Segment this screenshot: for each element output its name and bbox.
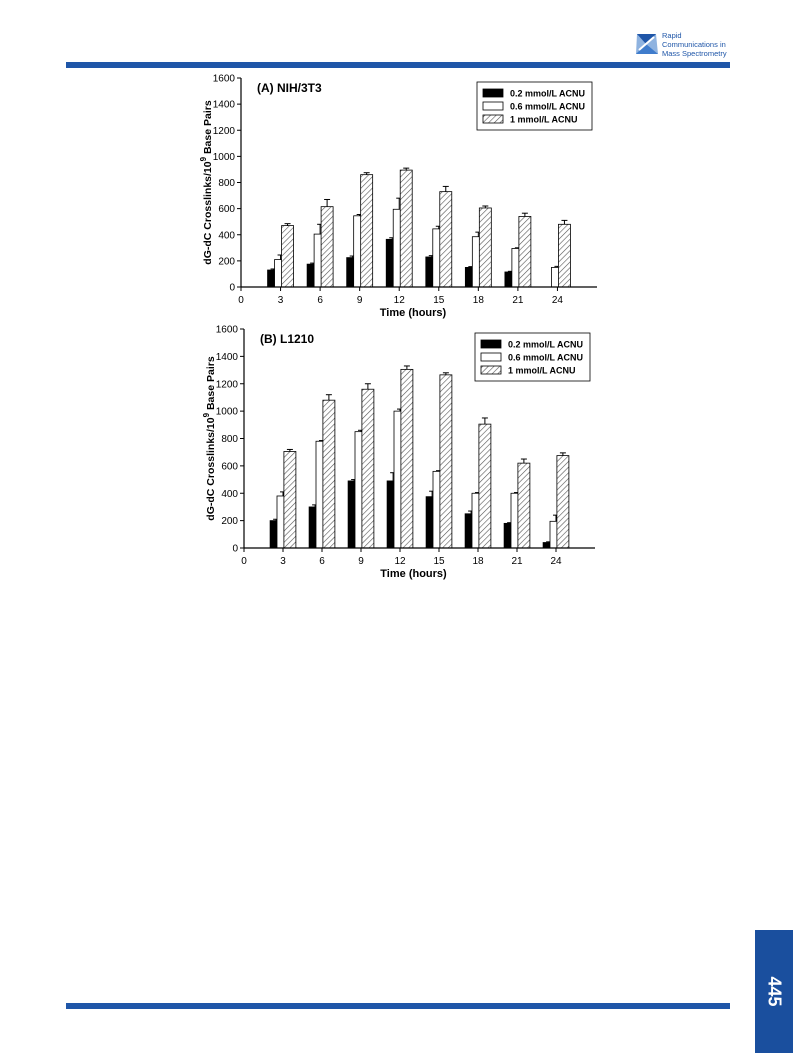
y-tick-label: 600 <box>221 461 238 472</box>
legend-swatch <box>482 114 504 124</box>
x-tick-label: 24 <box>550 556 562 567</box>
bar <box>322 399 336 549</box>
y-axis-label-superscript: 9 <box>199 156 208 161</box>
y-tick-label: 0 <box>232 544 238 555</box>
x-tick-label: 3 <box>278 295 284 306</box>
journal-name-line: Communications in <box>662 40 726 49</box>
y-tick-label: 1400 <box>216 352 239 363</box>
y-tick-label: 0 <box>229 283 235 294</box>
x-tick-label: 21 <box>511 556 523 567</box>
x-tick-label: 9 <box>358 556 364 567</box>
chart-title: (A) NIH/3T3 <box>257 81 322 95</box>
y-tick-label: 600 <box>218 204 235 215</box>
bar <box>439 374 453 549</box>
journal-logo-icon <box>636 34 658 54</box>
legend-label: 1 mmol/L ACNU <box>508 366 576 376</box>
bar <box>281 225 294 288</box>
legend-label: 0.2 mmol/L ACNU <box>510 89 585 99</box>
page-number-tab: 445 <box>755 930 793 1053</box>
y-tick-label: 400 <box>221 489 238 500</box>
bar <box>360 174 374 288</box>
legend: 0.2 mmol/L ACNU 0.6 mmol/L ACNU 1 mmol/L A… <box>474 332 591 382</box>
x-tick-label: 15 <box>433 295 445 306</box>
bar <box>517 462 531 549</box>
x-tick-label: 12 <box>394 556 406 567</box>
x-tick-label: 6 <box>317 295 323 306</box>
bar <box>478 423 492 549</box>
y-tick-label: 1200 <box>216 379 239 390</box>
bar <box>283 451 297 549</box>
y-tick-label: 1000 <box>213 152 236 163</box>
x-tick-label: 3 <box>280 556 286 567</box>
legend-label: 0.2 mmol/L ACNU <box>508 340 583 350</box>
x-tick-label: 18 <box>473 295 485 306</box>
x-tick-label: 9 <box>357 295 363 306</box>
bar <box>361 388 375 549</box>
legend-swatch <box>480 352 502 362</box>
y-tick-label: 400 <box>218 230 235 241</box>
legend-label: 0.6 mmol/L ACNU <box>508 353 583 363</box>
bar <box>439 191 453 288</box>
bar <box>518 216 532 288</box>
y-tick-label: 200 <box>221 516 238 527</box>
bar <box>478 207 492 288</box>
y-axis-label-superscript: 9 <box>202 412 211 417</box>
y-axis-label-rest: Base Pairs <box>205 356 217 413</box>
y-tick-label: 1600 <box>213 74 236 85</box>
legend-swatch <box>482 101 504 111</box>
journal-logo: Rapid Communications in Mass Spectrometr… <box>634 30 754 62</box>
y-tick-label: 1400 <box>213 100 236 111</box>
bar <box>399 169 413 288</box>
x-axis-label: Time (hours) <box>380 568 447 580</box>
y-tick-label: 1600 <box>216 325 239 336</box>
chart-panel: 0 200 400 600 800 1000 1200 1400 1600 0 3 6 9 12 15 18 2… <box>199 74 597 319</box>
bar <box>320 206 334 288</box>
legend: 0.2 mmol/L ACNU 0.6 mmol/L ACNU 1 mmol/L A… <box>476 81 593 131</box>
journal-name-line: Rapid <box>662 31 682 40</box>
header-rule <box>66 62 730 68</box>
x-axis-label: Time (hours) <box>380 307 447 319</box>
legend-swatch <box>482 88 504 98</box>
y-axis-label: dG-dC Crosslinks/109 Base Pairs <box>202 356 217 521</box>
y-tick-label: 800 <box>221 434 238 445</box>
x-tick-label: 24 <box>552 295 564 306</box>
page-number-text: 445 <box>764 976 785 1007</box>
chart-title: (B) L1210 <box>260 332 314 346</box>
bar <box>558 223 571 288</box>
chart-panel: 0 200 400 600 800 1000 1200 1400 1600 0 3 6 9 12 15 18 2… <box>202 325 595 580</box>
legend-label: 0.6 mmol/L ACNU <box>510 102 585 112</box>
y-tick-label: 800 <box>218 178 235 189</box>
x-tick-label: 18 <box>472 556 484 567</box>
bar-series <box>283 365 570 549</box>
y-axis-label-rest: Base Pairs <box>202 100 214 157</box>
y-tick-label: 1200 <box>213 126 236 137</box>
legend-swatch <box>480 339 502 349</box>
x-tick-label: 12 <box>394 295 406 306</box>
bar-series <box>281 167 571 288</box>
x-tick-label: 6 <box>319 556 325 567</box>
x-tick-label: 15 <box>433 556 445 567</box>
y-tick-label: 1000 <box>216 407 239 418</box>
bar <box>400 368 414 549</box>
x-tick-label: 21 <box>512 295 524 306</box>
journal-name-line: Mass Spectrometry <box>662 49 727 58</box>
page-number: 445 <box>755 930 793 1053</box>
x-tick-label: 0 <box>241 556 247 567</box>
y-tick-label: 200 <box>218 256 235 267</box>
journal-name: Rapid Communications in Mass Spectrometr… <box>662 31 727 58</box>
legend-swatch <box>480 365 502 375</box>
x-tick-label: 0 <box>238 295 244 306</box>
y-axis-label: dG-dC Crosslinks/109 Base Pairs <box>199 100 214 265</box>
footer-rule <box>66 1003 730 1009</box>
legend-label: 1 mmol/L ACNU <box>510 115 578 125</box>
bar <box>556 455 570 549</box>
